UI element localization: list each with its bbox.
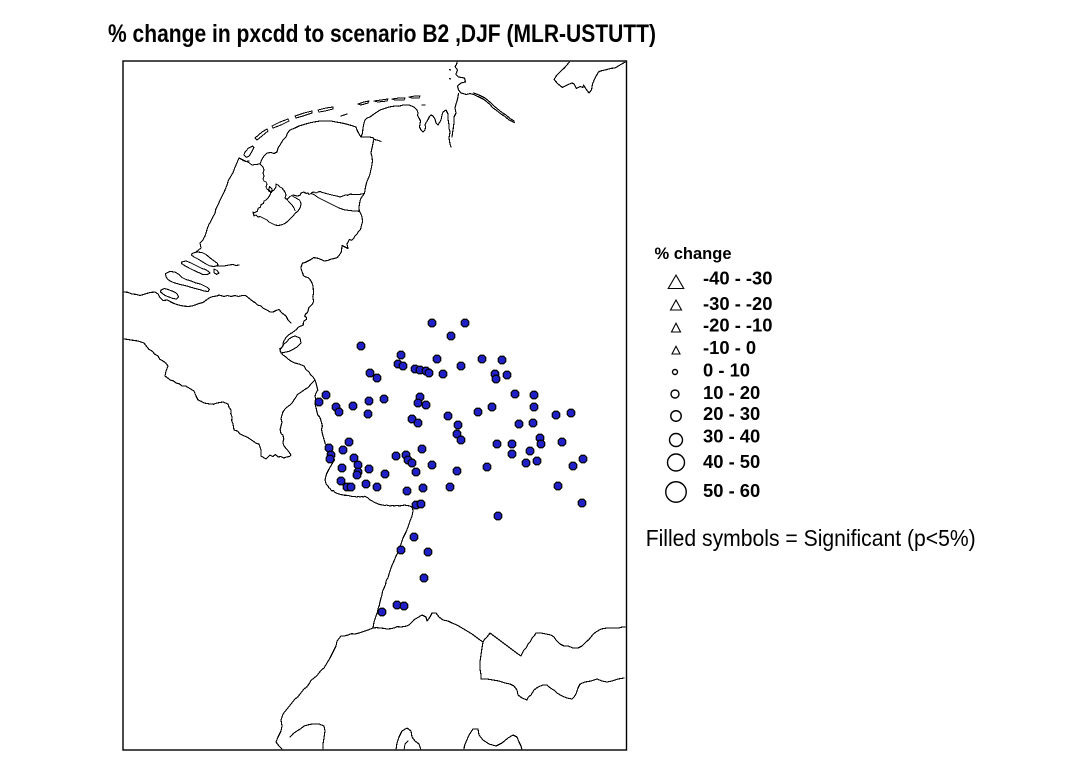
svg-text:-30 - -20: -30 - -20 — [703, 293, 773, 314]
svg-text:0 - 10: 0 - 10 — [703, 359, 750, 380]
svg-text:-20 - -10: -20 - -10 — [703, 314, 773, 335]
svg-text:% change: % change — [655, 245, 732, 263]
svg-text:40 - 50: 40 - 50 — [703, 451, 760, 472]
svg-text:% change in pxcdd to scenario: % change in pxcdd to scenario B2 ,DJF (M… — [108, 20, 656, 48]
svg-text:-40 - -30: -40 - -30 — [703, 267, 773, 288]
svg-text:30 - 40: 30 - 40 — [703, 425, 760, 446]
svg-text:-10 - 0: -10 - 0 — [703, 337, 756, 358]
svg-text:10 - 20: 10 - 20 — [703, 382, 760, 403]
svg-text:20 - 30: 20 - 30 — [703, 403, 760, 424]
svg-text:50 - 60: 50 - 60 — [703, 480, 760, 501]
svg-text:Filled symbols = Significant (: Filled symbols = Significant (p<5%) — [646, 525, 976, 551]
